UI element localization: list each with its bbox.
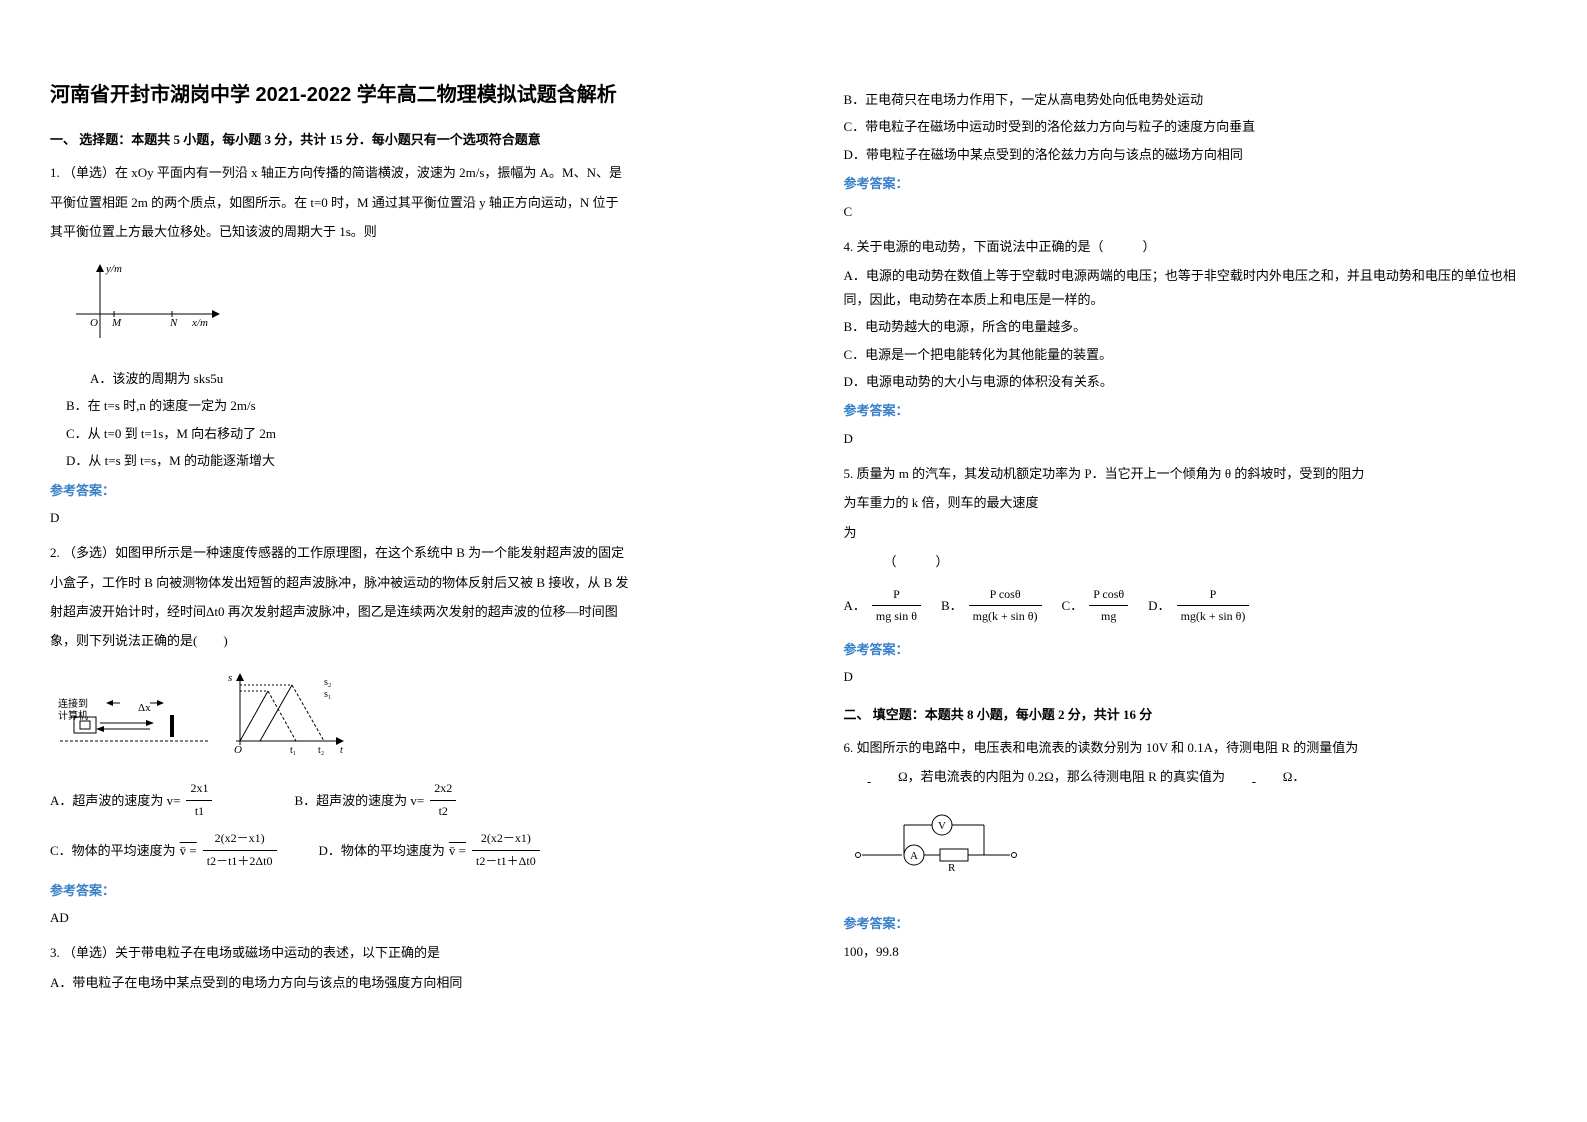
- axis-y-label: y/m: [105, 263, 122, 275]
- axis-o-label: O: [90, 317, 98, 329]
- signal-dx-label: Δx: [138, 702, 151, 714]
- circuit-v-label: V: [938, 820, 946, 832]
- q5-stem2: 为车重力的 k 倍，则车的最大速度: [844, 491, 1538, 514]
- question-2: 2. （多选）如图甲所示是一种速度传感器的工作原理图，在这个系统中 B 为一个能…: [50, 541, 744, 929]
- q5-answer: D: [844, 665, 1538, 688]
- q5-fracA: Pmg sin θ: [872, 584, 921, 628]
- axis-n-label: N: [169, 317, 178, 329]
- q3-answer: C: [844, 200, 1538, 223]
- q4-optD: D．电源电动势的大小与电源的体积没有关系。: [844, 370, 1538, 393]
- signal-t1-label: t₁: [290, 745, 296, 756]
- q1-answer: D: [50, 506, 744, 529]
- q5-fracC: P cosθmg: [1089, 584, 1128, 628]
- q2-optD-pre: D．物体的平均速度为: [319, 839, 445, 862]
- q1-optB: B．在 t=s 时,n 的速度一定为 2m/s: [66, 394, 744, 417]
- q2-stem3: 射超声波开始计时，经时间Δt0 再次发射超声波脉冲，图乙是连续两次发射的超声波的…: [50, 600, 744, 623]
- question-3: 3. （单选）关于带电粒子在电场或磁场中运动的表述，以下正确的是 A．带电粒子在…: [50, 941, 744, 994]
- signal-s-label: s: [228, 672, 232, 684]
- q5-optB: B．: [941, 594, 963, 617]
- signal-s1-label: s₁: [324, 689, 331, 700]
- q5-optA: A．: [844, 594, 866, 617]
- q2-fracC: 2(x2－x1)t2－t1＋2Δt0: [203, 828, 277, 872]
- q4-optB: B．电动势越大的电源，所含的电量越多。: [844, 315, 1538, 338]
- q4-optC: C．电源是一个把电能转化为其他能量的装置。: [844, 343, 1538, 366]
- question-6: 6. 如图所示的电路中，电压表和电流表的读数分别为 10V 和 0.1A，待测电…: [844, 736, 1538, 963]
- question-5: 5. 质量为 m 的汽车，其发动机额定功率为 P．当它开上一个倾角为 θ 的斜坡…: [844, 462, 1538, 689]
- section1-header: 一、 选择题：本题共 5 小题，每小题 3 分，共计 15 分．每小题只有一个选…: [50, 128, 744, 151]
- q4-answer: D: [844, 427, 1538, 450]
- q3-stem: 3. （单选）关于带电粒子在电场或磁场中运动的表述，以下正确的是: [50, 941, 744, 964]
- q5-answer-label: 参考答案：: [844, 638, 1538, 661]
- question-4: 4. 关于电源的电动势，下面说法中正确的是（ ） A．电源的电动势在数值上等于空…: [844, 235, 1538, 450]
- q2-optA-pre: A．超声波的速度为 v=: [50, 789, 180, 812]
- q2-fracD: 2(x2－x1)t2－t1＋Δt0: [472, 828, 540, 872]
- q3-answer-label: 参考答案：: [844, 172, 1538, 195]
- q1-optD: D．从 t=s 到 t=s，M 的动能逐渐增大: [66, 449, 744, 472]
- q4-stem: 4. 关于电源的电动势，下面说法中正确的是（ ）: [844, 235, 1538, 258]
- axis-x-label: x/m: [191, 317, 208, 329]
- q3-optC: C．带电粒子在磁场中运动时受到的洛伦兹力方向与粒子的速度方向垂直: [844, 115, 1538, 138]
- circuit-a-label: A: [910, 850, 918, 862]
- q2-optB-pre: B．超声波的速度为 v=: [294, 789, 424, 812]
- q6-circuit-diagram: V A R: [844, 807, 1024, 887]
- q2-stem1: 2. （多选）如图甲所示是一种速度传感器的工作原理图，在这个系统中 B 为一个能…: [50, 541, 744, 564]
- q5-fracB: P cosθmg(k + sin θ): [969, 584, 1042, 628]
- q2-diagram: 连接到 计算机 Δx s O s₁ s₂ t₁: [50, 667, 350, 757]
- q2-answer: AD: [50, 906, 744, 929]
- signal-s2-label: s₂: [324, 677, 331, 688]
- q1-optA: A．该波的周期为 sks5u: [90, 367, 744, 390]
- axis-m-label: M: [111, 317, 122, 329]
- signal-t2-label: t₂: [318, 745, 324, 756]
- q1-axes-diagram: y/m O M N x/m: [66, 258, 226, 348]
- q1-answer-label: 参考答案：: [50, 479, 744, 502]
- q6-stem2: Ω，若电流表的内阻为 0.2Ω，那么待测电阻 R 的真实值为 Ω．: [844, 765, 1538, 788]
- section2-header: 二、 填空题：本题共 8 小题，每小题 2 分，共计 16 分: [844, 703, 1538, 726]
- q2-fracB: 2x2t2: [430, 778, 456, 822]
- q1-optC: C．从 t=0 到 t=1s，M 向右移动了 2m: [66, 422, 744, 445]
- right-column: B．正电荷只在电场力作用下，一定从高电势处向低电势处运动 C．带电粒子在磁场中运…: [794, 0, 1587, 1122]
- q1-stem3: 其平衡位置上方最大位移处。已知该波的周期大于 1s。则: [50, 220, 744, 243]
- circuit-r-label: R: [948, 862, 956, 874]
- q2-answer-label: 参考答案：: [50, 879, 744, 902]
- q5-stem1: 5. 质量为 m 的汽车，其发动机额定功率为 P．当它开上一个倾角为 θ 的斜坡…: [844, 462, 1538, 485]
- q2-stem2: 小盒子，工作时 B 向被测物体发出短暂的超声波脉冲，脉冲被运动的物体反射后又被 …: [50, 571, 744, 594]
- q6-stem1: 6. 如图所示的电路中，电压表和电流表的读数分别为 10V 和 0.1A，待测电…: [844, 736, 1538, 759]
- signal-o-label: O: [234, 744, 242, 756]
- page-title: 河南省开封市湖岗中学 2021-2022 学年高二物理模拟试题含解析: [50, 80, 744, 110]
- signal-t-label: t: [340, 745, 343, 756]
- q2-fracA: 2x1t1: [186, 778, 212, 822]
- q4-optA: A．电源的电动势在数值上等于空载时电源两端的电压；也等于非空载时内外电压之和，并…: [844, 264, 1538, 311]
- left-column: 河南省开封市湖岗中学 2021-2022 学年高二物理模拟试题含解析 一、 选择…: [0, 0, 794, 1122]
- q1-stem2: 平衡位置相距 2m 的两个质点，如图所示。在 t=0 时，M 通过其平衡位置沿 …: [50, 191, 744, 214]
- q6-blank2: [1228, 769, 1279, 784]
- q3-optA: A．带电粒子在电场中某点受到的电场力方向与该点的电场强度方向相同: [50, 971, 744, 994]
- q1-stem1: 1. （单选）在 xOy 平面内有一列沿 x 轴正方向传播的简谐横波，波速为 2…: [50, 161, 744, 184]
- q3-optD: D．带电粒子在磁场中某点受到的洛伦兹力方向与该点的磁场方向相同: [844, 143, 1538, 166]
- question-1: 1. （单选）在 xOy 平面内有一列沿 x 轴正方向传播的简谐横波，波速为 2…: [50, 161, 744, 529]
- q6-answer: 100，99.8: [844, 940, 1538, 963]
- q3-optB: B．正电荷只在电场力作用下，一定从高电势处向低电势处运动: [844, 88, 1538, 111]
- signal-left-label: 连接到: [58, 697, 88, 710]
- q5-optD: D．: [1148, 594, 1170, 617]
- q5-stem3: 为: [844, 521, 1538, 544]
- signal-left-label2: 计算机: [58, 709, 88, 722]
- question-3-cont: B．正电荷只在电场力作用下，一定从高电势处向低电势处运动 C．带电粒子在磁场中运…: [844, 88, 1538, 223]
- q5-optC: C．: [1062, 594, 1084, 617]
- q2-optC-pre: C．物体的平均速度为: [50, 839, 176, 862]
- q6-answer-label: 参考答案：: [844, 912, 1538, 935]
- q5-fracD: Pmg(k + sin θ): [1177, 584, 1250, 628]
- q6-blank1: [844, 769, 895, 784]
- q2-stem4: 象，则下列说法正确的是( ): [50, 629, 744, 652]
- q4-answer-label: 参考答案：: [844, 399, 1538, 422]
- q5-stem4: （ ）: [884, 550, 1538, 573]
